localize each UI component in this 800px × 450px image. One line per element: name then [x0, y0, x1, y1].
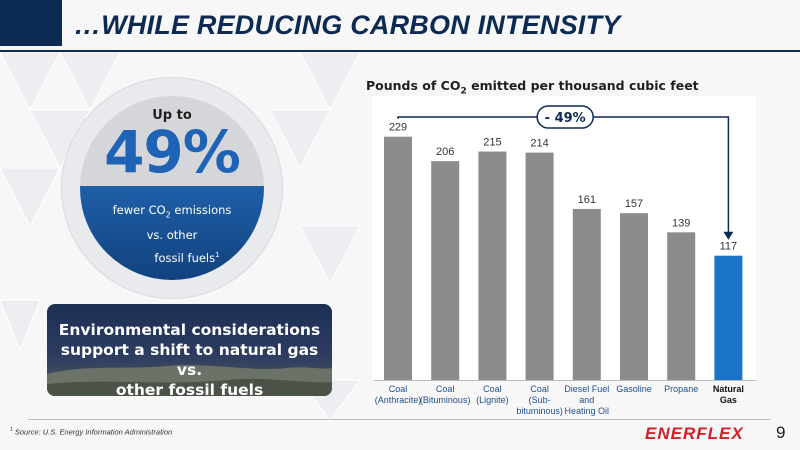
bar-4: [572, 208, 601, 380]
landscape-image: [47, 365, 332, 396]
reduction-annotation-label: - 49%: [545, 111, 586, 126]
bar-2: [478, 151, 507, 380]
header-accent-bar: [0, 0, 62, 46]
source-footnote: 1 Source: U.S. Energy Information Admini…: [10, 427, 173, 437]
category-label-1: Coal (Bituminous): [417, 384, 473, 406]
footer-divider: [28, 419, 770, 420]
category-label-6: Propane: [653, 384, 709, 395]
category-label-7: Natural Gas: [700, 384, 756, 406]
bar-value-label-5: 157: [625, 198, 643, 210]
category-label-5: Gasoline: [606, 384, 662, 395]
page-title: …WHILE REDUCING CARBON INTENSITY: [74, 10, 621, 40]
chart-title: Pounds of CO2 emitted per thousand cubic…: [366, 78, 699, 97]
badge-line2: vs. other: [146, 228, 198, 243]
category-label-2: Coal (Lignite): [464, 384, 520, 406]
environmental-text: Environmental considerations support a s…: [58, 321, 321, 396]
bar-0: [384, 136, 412, 380]
category-label-line: Coal: [483, 384, 502, 394]
bar-7: [714, 255, 743, 380]
category-label-line: (Anthracite): [374, 395, 422, 405]
badge-line1: fewer CO2 emissions: [112, 203, 232, 220]
category-label-0: Coal (Anthracite): [370, 384, 426, 406]
category-label-line: Propane: [664, 384, 699, 394]
title-divider: [0, 50, 800, 52]
bar-value-label-3: 214: [530, 138, 548, 150]
enerflex-logo: ENERFLEX: [645, 424, 744, 443]
reduction-badge: Up to 49% fewer CO2 emissions vs. other …: [80, 96, 264, 280]
reduction-arrowhead: [723, 231, 734, 240]
category-label-line: (Bituminous): [419, 395, 471, 405]
category-label-line: and: [579, 395, 595, 405]
category-label-line: Diesel Fuel: [564, 384, 610, 394]
badge-line3: fossil fuels1: [154, 251, 220, 266]
category-label-line: Gasoline: [616, 384, 652, 394]
category-label-3: Coal (Sub-bituminous): [512, 384, 568, 417]
bar-value-label-6: 139: [672, 217, 690, 229]
reduction-annotation-pill: [536, 105, 594, 129]
category-label-4: Diesel Fuel and Heating Oil: [559, 384, 615, 417]
category-label-line: (Lignite): [476, 395, 509, 405]
bar-value-label-4: 161: [578, 194, 596, 206]
category-label-line: Natural: [712, 384, 744, 394]
category-label-line: Coal: [435, 384, 455, 394]
badge-percentage: 49%: [104, 118, 241, 186]
category-label-line: (Sub-: [528, 395, 551, 405]
badge-description: fewer CO2 emissions vs. other fossil fue…: [98, 200, 246, 268]
category-label-line: Gas: [719, 395, 737, 405]
bar-value-label-7: 117: [720, 241, 738, 253]
bar-1: [431, 161, 460, 380]
bar-value-label-1: 206: [436, 146, 454, 158]
bar-value-label-2: 215: [483, 137, 501, 149]
bar-3: [525, 152, 554, 380]
bar-5: [620, 213, 648, 380]
badge-upto-label: Up to: [152, 108, 192, 123]
bar-6: [667, 232, 696, 380]
category-label-line: Coal: [530, 384, 549, 394]
bar-value-label-0: 229: [389, 122, 407, 134]
page-number: 9: [776, 423, 786, 442]
category-label-line: bituminous): [516, 406, 563, 416]
category-label-line: Coal: [388, 384, 408, 394]
environmental-callout: Environmental considerations support a s…: [47, 304, 332, 396]
category-label-line: Heating Oil: [564, 406, 610, 416]
